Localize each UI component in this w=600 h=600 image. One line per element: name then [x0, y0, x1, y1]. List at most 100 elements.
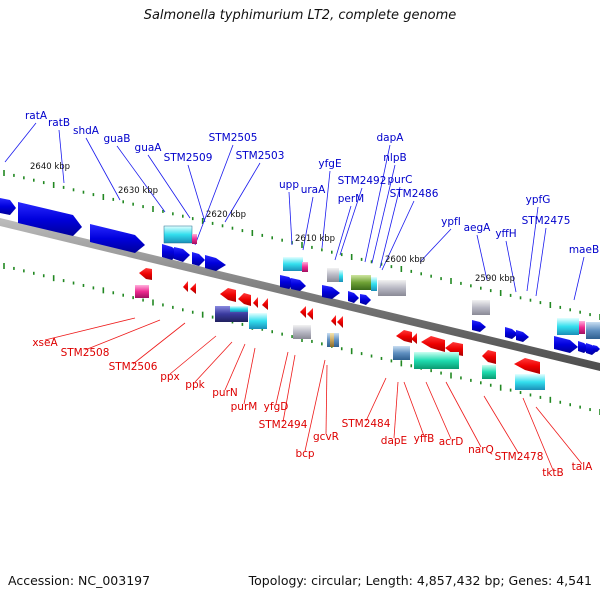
gene-label: narQ [468, 444, 494, 456]
gene-arrow-forward [360, 294, 371, 305]
gene-label: dapA [377, 132, 405, 144]
feature-box [330, 333, 334, 347]
gene-label: ppk [185, 379, 205, 391]
gene-arrow-forward [322, 285, 340, 299]
leader-line [364, 144, 391, 263]
feature-box [472, 300, 490, 315]
gene-arrow-reverse [396, 330, 412, 343]
gene-label: STM2505 [209, 132, 258, 144]
gene-label: yfgD [264, 401, 289, 413]
genome-summary-text: Topology: circular; Length: 4,857,432 bp… [248, 573, 592, 588]
gene-label: yffB [414, 433, 435, 445]
gene-label: yfgE [318, 158, 341, 170]
leader-line [304, 359, 326, 452]
leader-line [526, 206, 539, 292]
leader-line [365, 377, 387, 422]
leader-line [282, 354, 296, 423]
leader-line [425, 381, 452, 440]
gene-label: STM2494 [259, 419, 308, 431]
feature-box [230, 306, 248, 312]
feature-boxes [135, 225, 600, 390]
gene-arrow-reverse [411, 333, 417, 344]
gene-label: STM2508 [61, 347, 110, 359]
genome-backbone [0, 218, 600, 371]
feature-box [579, 321, 585, 334]
leader-line [85, 137, 121, 201]
leader-line [535, 406, 583, 465]
ruler-label: 2590 kbp [475, 274, 515, 284]
ruler-label: 2630 kbp [118, 186, 158, 196]
gene-arrow-forward [174, 247, 190, 262]
feature-box [327, 268, 339, 282]
gene-label: gcvR [313, 431, 339, 443]
ruler-labels: 2640 kbp 2630 kbp 2620 kbp 2610 kbp 2600… [30, 162, 515, 284]
gene-arrow-reverse [253, 297, 258, 308]
feature-box [378, 280, 406, 296]
leader-line [403, 381, 425, 437]
gene-label: upp [279, 179, 299, 191]
gene-label: STM2475 [522, 215, 571, 227]
feature-box [371, 277, 377, 291]
leader-lines [4, 122, 585, 471]
leader-line [147, 154, 191, 219]
gene-label: STM2478 [495, 451, 544, 463]
feature-box [351, 275, 371, 290]
gene-arrow-forward [18, 202, 82, 236]
feature-box [515, 374, 545, 390]
leader-line [84, 319, 161, 351]
leader-line [371, 164, 396, 264]
gene-label: aegA [464, 222, 492, 234]
ruler-label: 2640 kbp [30, 162, 70, 172]
gene-label: STM2492 [338, 175, 387, 187]
gene-label: STM2484 [342, 418, 391, 430]
gene-label: STM2506 [109, 361, 158, 373]
gene-arrow-reverse [482, 350, 496, 364]
leader-line [116, 145, 166, 213]
gene-label: bcp [295, 448, 314, 460]
gene-label: uraA [301, 184, 326, 196]
gene-arrow-reverse [421, 336, 445, 352]
gene-arrow-reverse [220, 288, 236, 302]
ruler-label: 2610 kbp [295, 234, 335, 244]
gene-label: ypfI [441, 216, 461, 228]
leader-line [169, 335, 217, 375]
gene-label: xseA [32, 337, 58, 349]
feature-box [586, 322, 600, 339]
feature-box [302, 262, 308, 272]
gene-label: talA [572, 461, 593, 473]
gene-label: purN [212, 387, 238, 399]
scale-ticks [3, 170, 600, 415]
gene-label: purM [231, 401, 258, 413]
leader-line [381, 200, 415, 271]
feature-box [557, 318, 579, 335]
leader-line [187, 164, 206, 223]
accession-text: Accession: NC_003197 [8, 573, 151, 588]
leader-line [243, 347, 256, 405]
reverse-strand-genes [139, 268, 540, 374]
forward-strand-genes [0, 198, 600, 355]
gene-label: maeB [569, 244, 599, 256]
leader-line [275, 351, 289, 405]
leader-line [505, 240, 517, 293]
gene-label: acrD [439, 436, 464, 448]
leader-line [393, 381, 399, 439]
gene-label: purC [388, 174, 413, 186]
leader-line [321, 170, 331, 249]
gene-arrow-forward [505, 327, 518, 339]
gene-arrow-reverse [139, 268, 152, 280]
gene-arrow-reverse [183, 281, 188, 292]
leader-line [325, 364, 328, 435]
gene-arrow-forward [554, 336, 578, 353]
leader-line [4, 122, 37, 163]
gene-label: shdA [73, 125, 100, 137]
gene-label: ratB [48, 117, 70, 129]
leader-line [522, 397, 554, 471]
leader-line [224, 343, 246, 391]
gene-label: guaA [135, 142, 163, 154]
gene-label: dapE [381, 435, 407, 447]
gene-arrow-forward [472, 320, 486, 332]
gene-label: nlpB [383, 152, 406, 164]
gene-arrow-forward [192, 252, 205, 266]
gene-label: ratA [25, 110, 48, 122]
